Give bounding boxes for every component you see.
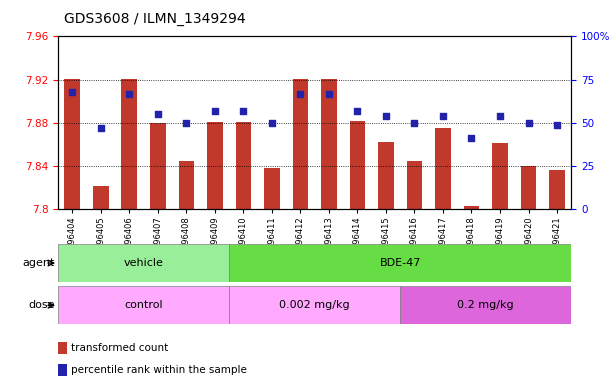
Point — [409, 120, 419, 126]
Bar — [321, 79, 337, 209]
Point — [296, 91, 306, 97]
Bar — [464, 206, 480, 209]
Bar — [58, 364, 67, 376]
Point — [438, 113, 448, 119]
Bar — [492, 143, 508, 209]
Point — [524, 120, 533, 126]
Point — [324, 91, 334, 97]
Bar — [58, 286, 229, 324]
Point — [125, 91, 134, 97]
Text: transformed count: transformed count — [71, 343, 169, 353]
Point — [552, 121, 562, 127]
Point — [238, 108, 248, 114]
Bar — [229, 244, 571, 282]
Bar — [229, 286, 400, 324]
Text: dose: dose — [29, 300, 55, 310]
Bar — [65, 79, 80, 209]
Point — [153, 111, 163, 118]
Bar — [236, 122, 251, 209]
Point — [381, 113, 391, 119]
Text: agent: agent — [23, 258, 55, 268]
Bar — [122, 79, 137, 209]
Point — [495, 113, 505, 119]
Text: 0.002 mg/kg: 0.002 mg/kg — [279, 300, 350, 310]
Point — [67, 89, 77, 95]
Text: control: control — [124, 300, 163, 310]
Text: GDS3608 / ILMN_1349294: GDS3608 / ILMN_1349294 — [64, 12, 246, 25]
Point — [96, 125, 106, 131]
Bar — [521, 166, 536, 209]
Bar — [435, 128, 451, 209]
Bar — [400, 286, 571, 324]
Text: 0.2 mg/kg: 0.2 mg/kg — [458, 300, 514, 310]
Point — [210, 108, 220, 114]
Bar — [150, 123, 166, 209]
Bar — [178, 161, 194, 209]
Text: percentile rank within the sample: percentile rank within the sample — [71, 364, 247, 375]
Bar — [93, 185, 109, 209]
Bar — [207, 122, 223, 209]
Bar — [407, 161, 422, 209]
Point — [353, 108, 362, 114]
Bar — [378, 142, 394, 209]
Bar — [349, 121, 365, 209]
Point — [467, 136, 477, 142]
Bar — [58, 244, 229, 282]
Bar — [293, 79, 309, 209]
Text: BDE-47: BDE-47 — [379, 258, 421, 268]
Text: vehicle: vehicle — [123, 258, 164, 268]
Point — [267, 120, 277, 126]
Bar — [264, 168, 280, 209]
Point — [181, 120, 191, 126]
Bar — [58, 342, 67, 354]
Bar — [549, 170, 565, 209]
